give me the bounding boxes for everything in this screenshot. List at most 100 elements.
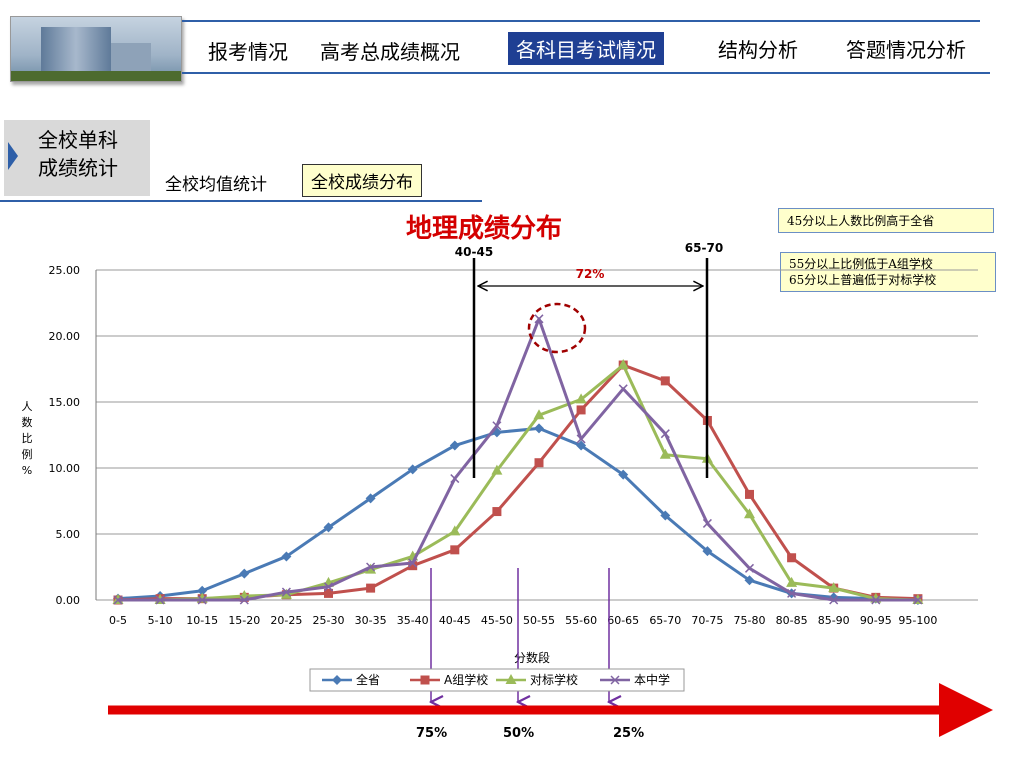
y-tick-label: 15.00	[49, 396, 81, 409]
quartile-label-50: 50%	[503, 726, 535, 741]
series-2	[112, 359, 924, 604]
x-tick-label: 25-30	[313, 614, 345, 627]
data-point	[280, 588, 292, 599]
y-tick-label: 0.00	[56, 594, 81, 607]
span-label: 72%	[576, 267, 605, 281]
data-point	[829, 595, 839, 605]
data-point	[324, 588, 333, 598]
data-point	[449, 440, 460, 451]
marker-label-65-70: 65-70	[685, 241, 723, 255]
chevron-right-icon	[8, 142, 18, 170]
data-point	[576, 434, 586, 444]
note-above-province: 45分以上人数比例高于全省	[778, 208, 994, 233]
data-point	[659, 448, 671, 459]
data-point	[618, 384, 628, 394]
legend-label: 全省	[356, 672, 380, 687]
data-point	[828, 582, 840, 593]
chart-legend: 全省 A组学校 对标学校 本中学	[322, 672, 670, 687]
data-point	[787, 588, 797, 598]
data-point	[744, 575, 755, 586]
header-bottom-line	[182, 72, 990, 74]
y-tick-label: 5.00	[56, 528, 81, 541]
y-tick-label: 20.00	[49, 330, 81, 343]
data-point	[576, 440, 587, 451]
data-point	[197, 585, 208, 596]
x-tick-label: 55-60	[565, 614, 597, 627]
legend-label: 本中学	[634, 672, 670, 687]
data-point	[617, 359, 629, 370]
y-axis-label: 人数比例%	[22, 400, 33, 477]
data-point	[660, 429, 670, 439]
sidebar-section-single-subject[interactable]: 全校单科 成绩统计	[4, 120, 150, 196]
data-point	[576, 405, 586, 415]
data-point	[281, 551, 292, 562]
data-point	[534, 423, 544, 434]
x-tick-label: 85-90	[818, 614, 850, 627]
legend-item: A组学校	[410, 672, 488, 687]
quartile-label-25: 25%	[613, 726, 645, 741]
data-point	[702, 518, 712, 528]
x-tick-label: 20-25	[270, 614, 302, 627]
data-point	[534, 314, 544, 324]
nav-tab-registration[interactable]: 报考情况	[208, 40, 288, 64]
x-tick-label: 70-75	[691, 614, 723, 627]
x-tick-label: 40-45	[439, 614, 471, 627]
series-line	[117, 426, 918, 602]
series-line	[118, 317, 918, 602]
y-axis-ticks: 0.00 5.00 10.00 15.00 20.00 25.00	[49, 264, 81, 607]
data-point	[533, 409, 545, 420]
nav-tab-structure[interactable]: 结构分析	[718, 38, 798, 62]
data-point	[744, 508, 755, 519]
sidebar-label-line2: 成绩统计	[38, 156, 118, 180]
note-comparison-line2: 65分以上普遍低于对标学校	[789, 273, 937, 287]
data-point	[449, 525, 461, 536]
data-point	[745, 489, 754, 499]
data-point	[505, 674, 517, 684]
x-tick-label: 0-5	[109, 614, 127, 627]
data-point	[408, 561, 418, 571]
chart-series	[112, 314, 924, 605]
x-tick-label: 10-15	[186, 614, 218, 627]
data-point	[239, 595, 249, 605]
subtab-mean-stats[interactable]: 全校均值统计	[165, 175, 267, 195]
data-point	[610, 675, 620, 685]
data-point	[492, 507, 502, 517]
nav-tab-subjects[interactable]: 各科目考试情况	[508, 32, 664, 65]
data-point	[871, 595, 881, 605]
note-comparison: 55分以上比例低于A组学校 65分以上普遍低于对标学校	[780, 252, 996, 292]
x-tick-label: 30-35	[355, 614, 387, 627]
school-building-logo	[10, 16, 182, 82]
series-line	[118, 363, 918, 602]
nav-tab-answers[interactable]: 答题情况分析	[846, 38, 966, 62]
data-point	[618, 469, 629, 480]
x-tick-label: 50-55	[523, 614, 555, 627]
header-top-line	[182, 20, 980, 22]
data-point	[332, 675, 342, 685]
data-point	[450, 474, 460, 484]
legend-item: 全省	[322, 672, 380, 687]
note-comparison-line1: 55分以上比例低于A组学校	[789, 257, 933, 271]
sidebar-label-line1: 全校单科	[38, 128, 118, 152]
data-point	[744, 563, 755, 573]
data-point	[365, 493, 376, 504]
data-point	[702, 546, 713, 557]
data-point	[281, 587, 291, 597]
subtab-score-distribution[interactable]: 全校成绩分布	[302, 164, 422, 197]
chart-title: 地理成绩分布	[406, 214, 563, 244]
x-tick-label: 35-40	[397, 614, 429, 627]
data-point	[113, 595, 123, 605]
x-tick-label: 90-95	[860, 614, 892, 627]
legend-label: 对标学校	[530, 672, 578, 687]
peak-highlight-circle	[527, 302, 587, 354]
data-point	[197, 595, 207, 605]
x-tick-label: 15-20	[228, 614, 260, 627]
quartile-label-75: 75%	[416, 726, 448, 741]
data-point	[420, 675, 430, 685]
y-tick-label: 10.00	[49, 462, 81, 475]
nav-tab-total-score[interactable]: 高考总成绩概况	[320, 40, 460, 64]
legend-item: 对标学校	[496, 672, 578, 687]
x-tick-label: 45-50	[481, 614, 513, 627]
data-point	[323, 582, 334, 592]
data-point	[913, 595, 923, 605]
